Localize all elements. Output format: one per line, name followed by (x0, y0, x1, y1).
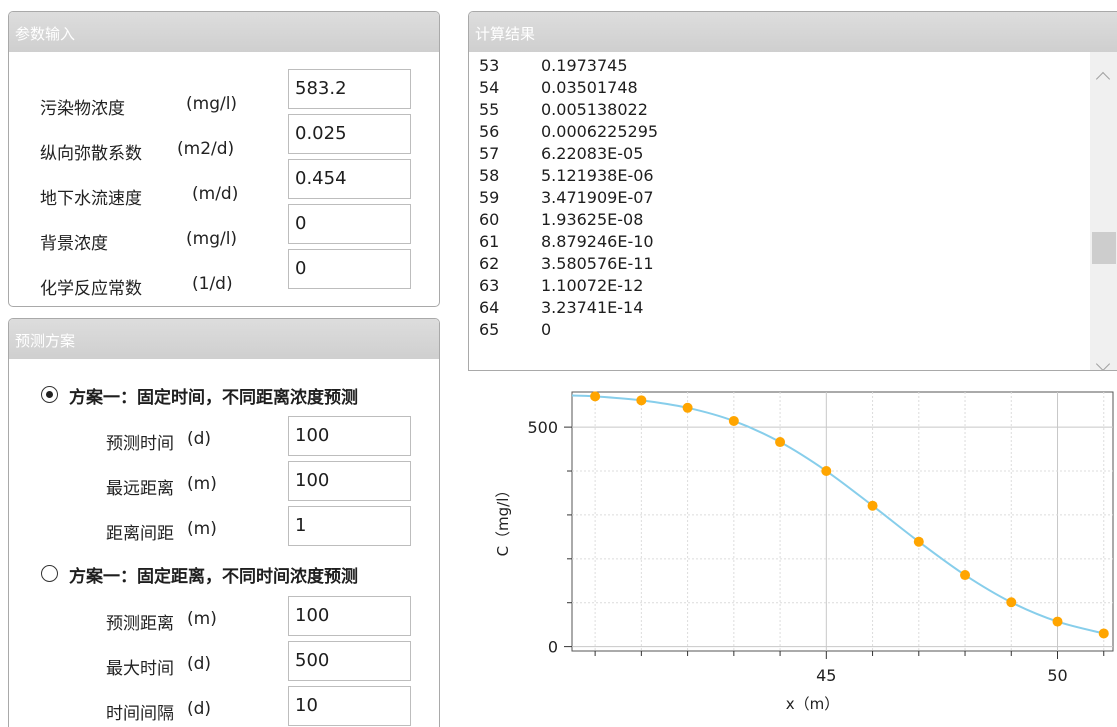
y-tick-label: 500 (527, 418, 558, 437)
result-index: 56 (479, 122, 500, 141)
scheme1-label[interactable]: 方案一：固定时间，不同距离浓度预测 (69, 388, 358, 408)
groundwater-velocity-label: 地下水流速度 (40, 189, 142, 209)
time-interval-unit: (d) (187, 699, 212, 719)
x-axis-label: x（m） (786, 695, 840, 713)
pollutant-concentration-input[interactable]: 583.2 (288, 69, 411, 109)
background-concentration-unit: (mg/l) (186, 229, 238, 249)
predict-time-unit: (d) (187, 429, 212, 449)
prediction-scheme-panel: 预测方案 方案一：固定时间，不同距离浓度预测 预测时间 (d) 100 最远距离… (8, 318, 440, 727)
pollutant-concentration-unit: (mg/l) (186, 94, 238, 114)
scheme-content: 方案一：固定时间，不同距离浓度预测 预测时间 (d) 100 最远距离 (m) … (9, 319, 423, 727)
scheme1-radio[interactable] (41, 386, 58, 403)
predict-distance-label: 预测距离 (106, 614, 174, 634)
data-point (1006, 597, 1017, 608)
result-value: 0.0006225295 (541, 122, 659, 141)
result-value: 3.580576E-11 (541, 254, 654, 273)
scheme2-radio[interactable] (41, 565, 58, 582)
data-point (821, 466, 832, 477)
result-index: 57 (479, 144, 500, 163)
distance-interval-label: 距离间距 (106, 524, 174, 544)
groundwater-velocity-input[interactable]: 0.454 (288, 159, 411, 199)
x-tick-label: 50 (1047, 666, 1067, 685)
scroll-up-icon[interactable] (1095, 71, 1111, 87)
predict-distance-input[interactable]: 100 (288, 596, 411, 636)
groundwater-velocity-unit: (m/d) (192, 184, 239, 204)
x-tick-label: 45 (816, 666, 836, 685)
result-index: 59 (479, 188, 500, 207)
result-value: 1.10072E-12 (541, 276, 644, 295)
max-distance-unit: (m) (187, 474, 217, 494)
background-concentration-input[interactable]: 0 (288, 204, 411, 244)
results-header: 计算结果 (469, 12, 1117, 52)
time-interval-label: 时间间隔 (106, 704, 174, 724)
dispersion-coefficient-label: 纵向弥散系数 (40, 144, 142, 164)
result-value: 3.471909E-07 (541, 188, 654, 207)
dispersion-coefficient-input[interactable]: 0.025 (288, 114, 411, 154)
pollutant-concentration-label: 污染物浓度 (40, 99, 125, 119)
data-point (590, 391, 601, 402)
result-value: 0.1973745 (541, 56, 628, 75)
background-concentration-label: 背景浓度 (40, 234, 108, 254)
dispersion-coefficient-unit: (m2/d) (177, 139, 235, 159)
max-distance-label: 最远距离 (106, 479, 174, 499)
prediction-scheme-header: 预测方案 (9, 319, 439, 359)
data-point (1098, 628, 1109, 639)
result-value: 0.005138022 (541, 100, 648, 119)
data-point (1052, 616, 1063, 627)
reaction-constant-label: 化学反应常数 (40, 279, 142, 299)
data-point (913, 536, 924, 547)
result-index: 60 (479, 210, 500, 229)
scrollbar-thumb[interactable] (1092, 232, 1116, 264)
results-scrollbar[interactable] (1090, 52, 1117, 370)
result-index: 55 (479, 100, 500, 119)
data-point (960, 570, 971, 581)
max-distance-input[interactable]: 100 (288, 461, 411, 501)
result-value: 1.93625E-08 (541, 210, 644, 229)
result-index: 53 (479, 56, 500, 75)
result-value: 6.22083E-05 (541, 144, 644, 163)
result-value: 8.879246E-10 (541, 232, 654, 251)
time-interval-input[interactable]: 10 (288, 686, 411, 726)
result-index: 58 (479, 166, 500, 185)
result-index: 61 (479, 232, 500, 251)
distance-interval-unit: (m) (187, 519, 217, 539)
predict-distance-unit: (m) (187, 609, 217, 629)
results-list[interactable]: 53 0.1973745 54 0.03501748 55 0.005138022 56 0.… (469, 52, 1090, 370)
data-point (682, 402, 693, 413)
max-time-label: 最大时间 (106, 659, 174, 679)
scheme2-label[interactable]: 方案一：固定距离，不同时间浓度预测 (69, 567, 358, 587)
result-index: 65 (479, 320, 500, 339)
parameter-input-panel: 参数输入 污染物浓度 (mg/l) 583.2 纵向弥散系数 (m2/d) 0.… (8, 11, 440, 307)
data-point (636, 395, 647, 406)
max-time-unit: (d) (187, 654, 212, 674)
results-panel: 计算结果 53 0.1973745 54 0.03501748 55 0.00513802… (468, 11, 1117, 371)
result-value: 5.121938E-06 (541, 166, 654, 185)
predict-time-input[interactable]: 100 (288, 416, 411, 456)
y-tick-label: 0 (548, 638, 558, 657)
parameter-input-header: 参数输入 (9, 12, 439, 52)
result-index: 54 (479, 78, 500, 97)
result-index: 64 (479, 298, 500, 317)
distance-interval-input[interactable]: 1 (288, 506, 411, 546)
scroll-down-icon[interactable] (1095, 356, 1111, 370)
reaction-constant-unit: (1/d) (192, 274, 233, 294)
data-point (775, 437, 786, 448)
result-value: 0 (541, 320, 552, 339)
reaction-constant-input[interactable]: 0 (288, 249, 411, 289)
max-time-input[interactable]: 500 (288, 641, 411, 681)
result-index: 62 (479, 254, 500, 273)
data-point (728, 415, 739, 426)
result-value: 0.03501748 (541, 78, 638, 97)
result-value: 3.23741E-14 (541, 298, 644, 317)
predict-time-label: 预测时间 (106, 434, 174, 454)
result-index: 63 (479, 276, 500, 295)
y-axis-label: C（mg/l） (494, 483, 512, 557)
data-point (867, 500, 878, 511)
concentration-chart: 45 50 0 500 x（m） C（mg/l） (468, 378, 1117, 727)
